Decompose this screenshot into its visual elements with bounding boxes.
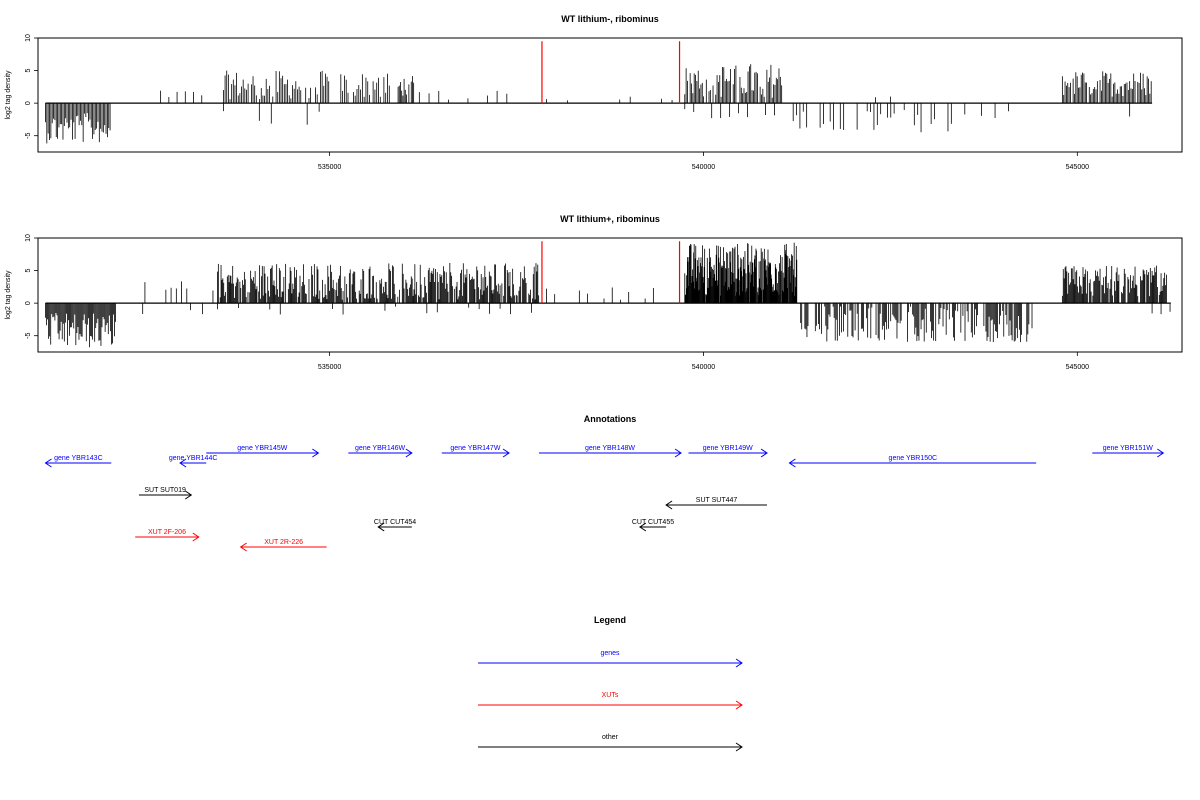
legend-item: other — [478, 734, 743, 752]
feature-label: gene YBR151W — [1103, 445, 1153, 452]
feature-other: CUT CUT454 — [374, 519, 416, 532]
arrow-head — [312, 448, 320, 458]
feature-label: SUT SUT019 — [144, 487, 186, 494]
legend-label: XUTs — [602, 692, 619, 699]
feature-arrows: gene YBR143C gene YBR144C gene YBR145W gene… — [44, 445, 1165, 552]
arrow-head — [179, 458, 187, 468]
feature-other: SUT SUT447 — [665, 497, 768, 510]
plot-frame — [37, 37, 1183, 153]
arrow-head — [44, 458, 52, 468]
arrow-head — [377, 522, 385, 532]
y-tick-label: -5 — [25, 333, 32, 339]
feature-gene: gene YBR148W — [538, 445, 682, 458]
feature-label: XUT 2R-226 — [264, 539, 303, 546]
feature-xut: XUT 2R-226 — [239, 539, 327, 552]
arrow-head — [665, 500, 673, 510]
arrow-head — [192, 532, 200, 542]
arrow-head — [185, 490, 193, 500]
feature-label: gene YBR146W — [355, 445, 405, 452]
feature-gene: gene YBR149W — [688, 445, 768, 458]
x-tick-label: 540000 — [692, 164, 715, 171]
y-axis-label: log2 tag density — [5, 70, 12, 120]
legend: Legend genes XUTs other — [478, 615, 743, 752]
feature-gene: gene YBR145W — [206, 445, 320, 458]
annotations-title: Annotations — [584, 414, 637, 424]
feature-label: XUT 2F-206 — [148, 529, 186, 536]
legend-title: Legend — [594, 615, 626, 625]
y-tick-label: 10 — [25, 34, 32, 42]
x-tick-label: 540000 — [692, 364, 715, 371]
feature-label: gene YBR149W — [703, 445, 753, 452]
axes: -5 0 5 10 535000 540000 545000 — [25, 234, 1089, 371]
marker-lines — [541, 241, 681, 304]
feature-gene: gene YBR144C — [169, 455, 218, 468]
arrow-head — [735, 742, 743, 752]
feature-gene: gene YBR151W — [1092, 445, 1165, 458]
y-tick-label: 5 — [25, 269, 32, 273]
feature-label: SUT SUT447 — [696, 497, 738, 504]
feature-gene: gene YBR147W — [441, 445, 510, 458]
feature-label: gene YBR148W — [585, 445, 635, 452]
feature-xut: XUT 2F-206 — [135, 529, 200, 542]
legend-item: genes — [478, 650, 743, 668]
feature-label: gene YBR147W — [450, 445, 500, 452]
track-title: WT lithium-, ribominus — [561, 14, 659, 24]
feature-label: gene YBR145W — [237, 445, 287, 452]
arrow-head — [405, 448, 413, 458]
feature-label: CUT CUT455 — [632, 519, 674, 526]
arrow-head — [735, 658, 743, 668]
feature-label: gene YBR144C — [169, 455, 218, 462]
arrow-head — [760, 448, 768, 458]
arrow-head — [1157, 448, 1165, 458]
legend-items: genes XUTs other — [478, 650, 743, 752]
track-panel-lithium-minus: WT lithium-, ribominus log2 tag density … — [5, 14, 1183, 171]
x-tick-label: 545000 — [1066, 164, 1089, 171]
feature-label: CUT CUT454 — [374, 519, 416, 526]
feature-gene: gene YBR150C — [788, 455, 1037, 468]
track-title: WT lithium+, ribominus — [560, 214, 660, 224]
marker-lines — [541, 41, 681, 104]
axes: -5 0 5 10 535000 540000 545000 — [25, 34, 1089, 171]
x-tick-label: 535000 — [318, 364, 341, 371]
arrow-head — [239, 542, 247, 552]
tag-density-bars — [45, 242, 1171, 348]
y-tick-label: -5 — [25, 133, 32, 139]
y-tick-label: 0 — [25, 301, 32, 305]
legend-label: genes — [600, 650, 620, 657]
tag-density-bars — [45, 64, 1153, 144]
legend-label: other — [602, 734, 619, 741]
y-axis-label: log2 tag density — [5, 270, 12, 320]
plot-frame — [37, 237, 1183, 353]
y-tick-label: 0 — [25, 101, 32, 105]
annotations-panel: Annotations gene YBR143C gene YBR144Cgene… — [44, 414, 1165, 552]
feature-label: gene YBR143C — [54, 455, 103, 462]
legend-item: XUTs — [478, 692, 743, 710]
arrow-head — [674, 448, 682, 458]
x-tick-label: 545000 — [1066, 364, 1089, 371]
arrow-head — [639, 522, 647, 532]
feature-label: gene YBR150C — [889, 455, 938, 462]
track-panel-lithium-plus: WT lithium+, ribominus log2 tag density … — [5, 214, 1183, 371]
feature-other: CUT CUT455 — [632, 519, 674, 532]
y-tick-label: 5 — [25, 69, 32, 73]
feature-gene: gene YBR146W — [348, 445, 413, 458]
feature-other: SUT SUT019 — [138, 487, 193, 500]
feature-gene: gene YBR143C — [44, 455, 112, 468]
arrow-head — [502, 448, 510, 458]
arrow-head — [735, 700, 743, 710]
y-tick-label: 10 — [25, 234, 32, 242]
x-tick-label: 535000 — [318, 164, 341, 171]
arrow-head — [788, 458, 796, 468]
